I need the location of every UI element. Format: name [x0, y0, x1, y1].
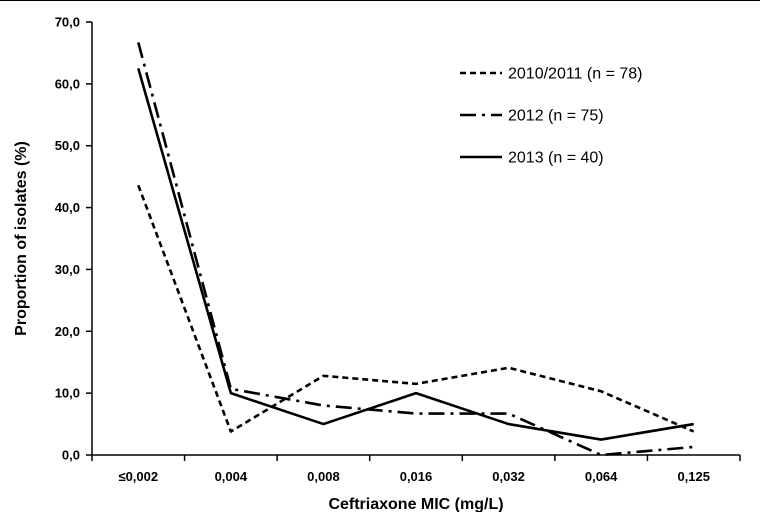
x-tick-label: ≤0,002	[118, 469, 158, 484]
series-line-3	[137, 68, 694, 441]
y-tick-label: 40,0	[55, 200, 80, 215]
x-tick-label: 0,032	[492, 469, 525, 484]
y-tick-label: 70,0	[55, 15, 80, 30]
y-axis-title: Proportion of isolates (%)	[13, 141, 30, 336]
x-tick-label: 0,125	[677, 469, 710, 484]
x-tick-label: 0,016	[400, 469, 433, 484]
legend: 2010/2011 (n = 78) 2012 (n = 75) 2013 (n =…	[460, 66, 642, 167]
axes	[91, 22, 740, 456]
x-ticks: ≤0,002 0,004 0,008 0,016 0,032 0,064 0,125	[91, 455, 741, 484]
y-tick-label: 50,0	[55, 138, 80, 153]
y-ticks: 0,0 10,0 20,0 30,0 40,0 50,0 60,0 70,0	[55, 15, 92, 463]
series-line-1	[137, 184, 695, 433]
legend-label-2: 2012 (n = 75)	[508, 108, 604, 125]
y-tick-label: 60,0	[55, 76, 80, 91]
x-tick-label: 0,008	[307, 469, 340, 484]
y-tick-label: 0,0	[62, 448, 80, 463]
legend-label-3: 2013 (n = 40)	[508, 150, 604, 167]
plot-lines	[137, 42, 695, 457]
y-tick-label: 20,0	[55, 324, 80, 339]
y-tick-label: 30,0	[55, 262, 80, 277]
x-tick-label: 0,064	[585, 469, 618, 484]
x-axis-title: Ceftriaxone MIC (mg/L)	[328, 496, 503, 512]
y-tick-label: 10,0	[55, 386, 80, 401]
x-tick-label: 0,004	[215, 469, 248, 484]
legend-label-1: 2010/2011 (n = 78)	[508, 66, 642, 83]
